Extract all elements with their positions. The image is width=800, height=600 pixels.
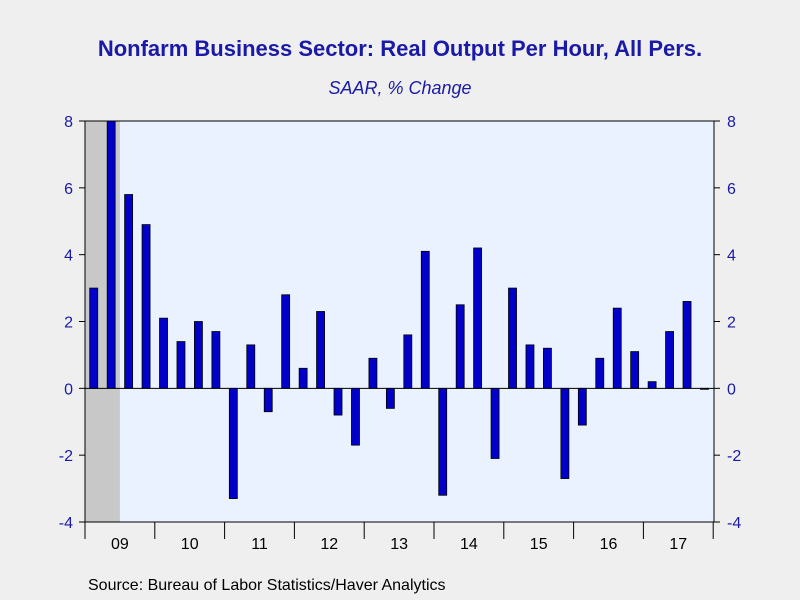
y-tick-label-right: 2 xyxy=(727,315,736,332)
x-tick-label: 12 xyxy=(320,536,338,553)
x-tick-label: 17 xyxy=(669,536,687,553)
bar xyxy=(263,387,273,413)
bar xyxy=(176,341,186,389)
x-tick-label: 10 xyxy=(181,536,199,553)
bar xyxy=(124,194,134,389)
x-tick-label: 14 xyxy=(460,536,478,553)
bar xyxy=(560,387,570,479)
chart-title: Nonfarm Business Sector: Real Output Per… xyxy=(97,36,703,61)
bar xyxy=(612,307,622,389)
source-note: Source: Bureau of Labor Statistics/Haver… xyxy=(88,577,446,594)
y-tick-label-right: 4 xyxy=(727,248,736,265)
y-tick-label-left: -2 xyxy=(59,448,73,465)
bar xyxy=(281,294,291,389)
bar xyxy=(385,387,395,409)
bar xyxy=(351,387,360,446)
y-tick-label-left: 4 xyxy=(64,248,73,265)
bar xyxy=(89,287,99,389)
bar xyxy=(630,351,640,389)
bar xyxy=(455,304,465,389)
bar xyxy=(159,317,168,389)
y-tick-label-left: 8 xyxy=(64,114,73,131)
bar xyxy=(141,224,151,389)
y-tick-label-left: 2 xyxy=(64,315,73,332)
bar xyxy=(106,120,116,389)
y-tick-label-right: -2 xyxy=(727,448,741,465)
bar xyxy=(316,311,325,389)
bar xyxy=(368,357,378,389)
x-tick-label: 11 xyxy=(251,536,268,553)
chart-subtitle: SAAR, % Change xyxy=(328,78,472,98)
bar xyxy=(420,250,430,389)
y-tick-label-right: 0 xyxy=(727,381,736,398)
bar xyxy=(246,344,256,389)
x-tick-label: 13 xyxy=(390,536,408,553)
bar xyxy=(211,331,221,389)
x-tick-label: 09 xyxy=(111,536,129,553)
bar xyxy=(543,347,552,389)
y-tick-label-right: 6 xyxy=(727,181,736,198)
bar xyxy=(333,387,343,416)
bar xyxy=(438,387,448,496)
bar xyxy=(577,387,587,426)
bar xyxy=(298,367,308,389)
bar xyxy=(682,301,692,389)
bar xyxy=(595,357,605,389)
y-tick-label-left: -4 xyxy=(59,515,73,532)
x-tick-label: 15 xyxy=(530,536,548,553)
bar xyxy=(647,381,657,389)
bar xyxy=(194,321,203,389)
bar xyxy=(403,334,413,389)
plot-area xyxy=(85,121,714,522)
bar xyxy=(508,287,517,389)
bar xyxy=(490,387,500,459)
bar xyxy=(228,387,238,499)
y-tick-label-left: 0 xyxy=(64,381,73,398)
bar xyxy=(525,344,535,389)
y-tick-label-left: 6 xyxy=(64,181,73,198)
y-tick-label-right: -4 xyxy=(727,515,741,532)
bar xyxy=(473,247,483,389)
y-tick-label-right: 8 xyxy=(727,114,736,131)
bar xyxy=(665,331,674,389)
x-tick-label: 16 xyxy=(600,536,618,553)
